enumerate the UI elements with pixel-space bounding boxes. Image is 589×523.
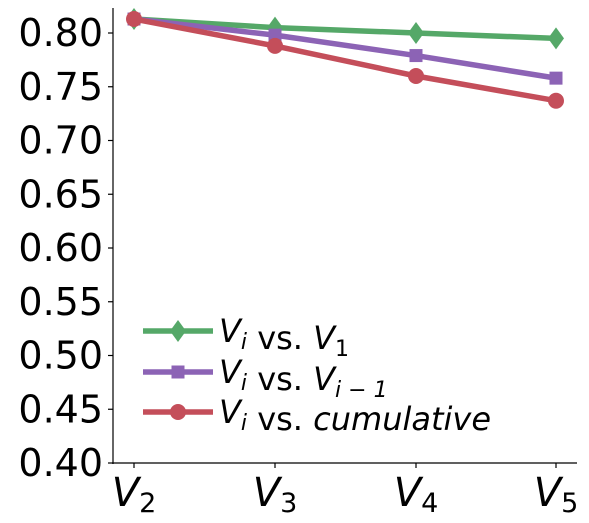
data-point — [126, 11, 142, 28]
data-point — [548, 27, 564, 50]
legend-marker — [171, 365, 185, 379]
data-point — [408, 68, 424, 84]
x-tick-label: V4 — [394, 470, 439, 519]
legend-marker — [170, 404, 186, 420]
legend-entry: Vi vs. cumulative — [143, 393, 491, 438]
y-tick-label: 0.60 — [18, 226, 103, 270]
x-tick-label: V2 — [112, 470, 157, 519]
x-axis-ticks: V2 V3 V4 V5 — [112, 463, 579, 519]
legend-entry: Vi vs. Vi − 1 — [143, 353, 388, 403]
data-point — [268, 28, 282, 42]
y-tick-label: 0.45 — [18, 387, 103, 431]
legend-label: Vi vs. V1 — [219, 312, 349, 362]
data-point — [409, 49, 423, 63]
legend-label: Vi vs. cumulative — [219, 393, 491, 438]
data-point — [267, 37, 283, 54]
y-tick-label: 0.50 — [18, 334, 103, 378]
x-tick-label: V3 — [253, 470, 298, 519]
y-tick-label: 0.55 — [18, 280, 103, 324]
legend-marker — [170, 320, 186, 342]
y-tick-label: 0.65 — [18, 172, 103, 216]
x-tick-label: V5 — [534, 470, 579, 519]
axes — [112, 8, 577, 464]
y-tick-label: 0.75 — [18, 65, 103, 109]
series-line — [131, 16, 559, 42]
y-tick-label: 0.70 — [18, 119, 103, 163]
series-lines — [126, 8, 564, 109]
data-point — [408, 22, 424, 44]
y-tick-label: 0.80 — [18, 11, 103, 55]
legend-label: Vi vs. Vi − 1 — [219, 353, 388, 403]
data-point — [548, 92, 564, 109]
legend-entry: Vi vs. V1 — [143, 312, 349, 362]
series-line — [131, 16, 559, 81]
series-3 — [126, 11, 564, 109]
series-line — [131, 16, 559, 104]
y-axis-ticks: 0.40 0.45 0.50 0.55 0.60 0.65 0.70 0.75 0.80 — [18, 11, 113, 485]
series-2 — [127, 12, 563, 85]
y-tick-label: 0.40 — [18, 441, 103, 485]
data-point — [549, 71, 563, 85]
